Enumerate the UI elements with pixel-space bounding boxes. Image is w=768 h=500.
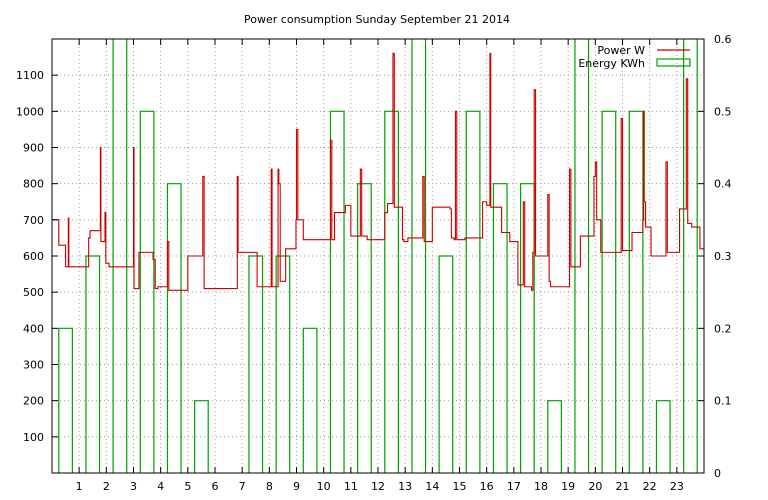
y-tick-label: 900: [23, 142, 44, 155]
chart-title: Power consumption Sunday September 21 20…: [244, 13, 510, 26]
y2-tick-label: 0.4: [714, 178, 732, 191]
x-tick-label: 5: [184, 480, 191, 493]
y2-tick-label: 0.3: [714, 250, 732, 263]
x-tick-label: 11: [344, 480, 358, 493]
legend-label-power: Power W: [597, 44, 645, 57]
legend-label-energy: Energy KWh: [578, 57, 645, 70]
energy-box: [655, 400, 671, 473]
x-tick-label: 6: [212, 480, 219, 493]
x-tick-label: 8: [266, 480, 273, 493]
x-tick-label: 2: [103, 480, 110, 493]
energy-box: [520, 183, 535, 473]
x-tick-label: 7: [239, 480, 246, 493]
energy-box: [683, 39, 698, 473]
x-tick-label: 13: [398, 480, 412, 493]
energy-box: [166, 183, 182, 473]
x-tick-label: 10: [317, 480, 331, 493]
axes: 1 2 3 4 5 6 7 8 9 10 11 12 13 14 15 16 17 18 19 20 21 22 23100…: [16, 33, 732, 493]
y-tick-label: 800: [23, 178, 44, 191]
grid: [52, 39, 704, 473]
x-tick-label: 14: [425, 480, 439, 493]
y2-tick-label: 0.2: [714, 322, 732, 335]
energy-kwh-series: [58, 39, 698, 473]
x-tick-label: 12: [371, 480, 385, 493]
energy-box: [248, 255, 264, 473]
energy-box: [357, 183, 372, 473]
x-tick-label: 18: [534, 480, 548, 493]
x-tick-label: 22: [643, 480, 657, 493]
energy-box: [411, 39, 427, 473]
x-tick-label: 3: [130, 480, 137, 493]
y-tick-label: 100: [23, 431, 44, 444]
y-tick-label: 1000: [16, 105, 44, 118]
energy-box: [384, 110, 399, 473]
x-tick-label: 20: [588, 480, 602, 493]
energy-box: [139, 110, 155, 473]
energy-box: [112, 39, 128, 473]
energy-box: [601, 110, 617, 473]
x-tick-label: 15: [453, 480, 467, 493]
y-tick-label: 300: [23, 359, 44, 372]
energy-box: [628, 110, 644, 473]
y-tick-label: 400: [23, 322, 44, 335]
legend-swatch-energy: [656, 58, 691, 67]
energy-box: [438, 255, 454, 473]
power-w-series: [52, 52, 704, 291]
power-line: [52, 52, 704, 291]
x-tick-label: 16: [480, 480, 494, 493]
energy-box: [58, 327, 73, 473]
energy-box: [194, 400, 209, 473]
y2-tick-label: 0.1: [714, 395, 732, 408]
x-tick-label: 21: [616, 480, 630, 493]
x-tick-label: 9: [293, 480, 300, 493]
energy-box: [329, 110, 345, 473]
y2-tick-label: 0: [714, 467, 721, 480]
y2-tick-label: 0.5: [714, 105, 732, 118]
y2-tick-label: 0.6: [714, 33, 732, 46]
y-tick-label: 700: [23, 214, 44, 227]
energy-box: [275, 255, 291, 473]
y-tick-label: 1100: [16, 69, 44, 82]
y-tick-label: 500: [23, 286, 44, 299]
energy-box: [547, 400, 562, 473]
energy-box: [302, 327, 318, 473]
energy-box: [574, 39, 590, 473]
x-tick-label: 4: [157, 480, 164, 493]
y-tick-label: 200: [23, 395, 44, 408]
x-tick-label: 23: [670, 480, 684, 493]
x-tick-label: 1: [76, 480, 83, 493]
energy-box: [492, 183, 508, 473]
x-tick-label: 19: [561, 480, 575, 493]
x-tick-label: 17: [507, 480, 521, 493]
energy-box: [465, 110, 481, 473]
energy-box: [85, 255, 101, 473]
y-tick-label: 600: [23, 250, 44, 263]
